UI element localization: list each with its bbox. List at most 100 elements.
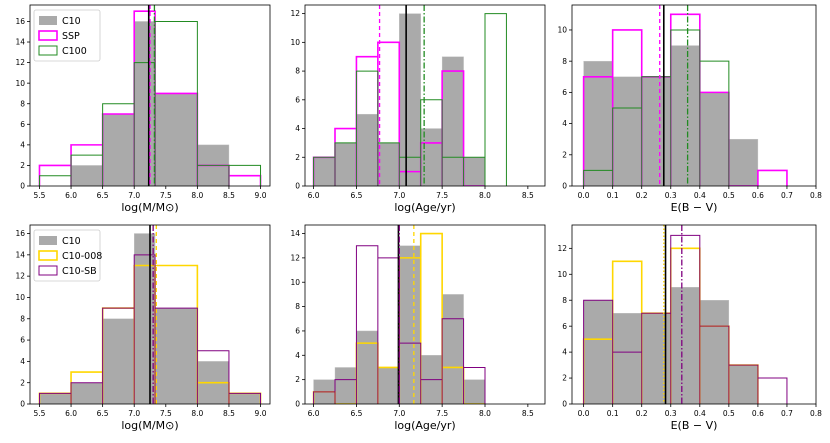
x-tick-label: 7.5 (160, 191, 172, 200)
x-tick-label: 6.0 (308, 409, 320, 418)
axes-frame (571, 4, 817, 187)
x-tick-label: 7.0 (128, 191, 140, 200)
y-tick-label: 0 (20, 182, 25, 191)
y-tick-label: 12 (290, 253, 300, 262)
x-axis-label: log(Age/yr) (394, 201, 455, 214)
x-tick-label: 0.8 (810, 409, 822, 418)
x-tick-label: 8.5 (223, 191, 235, 200)
step-c10-sb (38, 254, 262, 404)
y-tick-label: 10 (290, 278, 300, 287)
bar-c10-0 (313, 157, 336, 186)
x-tick-label: 0.5 (723, 409, 735, 418)
bar-c10-3 (134, 233, 156, 404)
x-tick-label: 6.5 (350, 409, 362, 418)
panel-5: 6.0 6.5 7.0 7.5 8.0 8.5 0 2 4 6 8 10 12 14 log(Age/yr) (290, 224, 546, 432)
bar-c10-1 (612, 76, 642, 186)
x-tick-label: 0.7 (781, 191, 793, 200)
x-tick-label: 5.5 (34, 191, 46, 200)
x-tick-label: 6.0 (65, 191, 77, 200)
y-tick-label: 10 (15, 293, 25, 302)
y-tick-label: 6 (562, 88, 567, 97)
y-tick-label: 8 (20, 314, 25, 323)
x-tick-label: 0.1 (607, 191, 619, 200)
bar-c10-0 (583, 300, 613, 404)
plot-area (312, 225, 486, 404)
bar-c10-6 (441, 294, 464, 404)
bar-c10-4 (699, 92, 730, 186)
x-tick-label: 7.5 (160, 409, 172, 418)
y-tick-label: 4 (295, 124, 300, 133)
legend: C10 SSP C100 (33, 9, 101, 62)
x-tick-label: 9.0 (255, 409, 267, 418)
bar-c10-3 (377, 142, 400, 186)
bar-c10-2 (102, 113, 135, 186)
legend-swatch-2 (38, 30, 58, 41)
y-tick-label: 12 (290, 9, 300, 18)
y-tick-label: 8 (562, 296, 567, 305)
y-tick-label: 4 (20, 140, 25, 149)
x-tick-label: 0.0 (578, 191, 590, 200)
bar-c10-3 (670, 287, 701, 404)
y-tick-label: 10 (290, 38, 300, 47)
x-tick-label: 7.0 (393, 409, 405, 418)
step-c100 (313, 13, 507, 186)
x-tick-label: 0.7 (781, 409, 793, 418)
y-tick-label: 2 (295, 375, 300, 384)
y-tick-label: 0 (562, 400, 567, 409)
x-axis-label: log(M/M⊙) (121, 419, 178, 432)
x-tick-label: 0.2 (636, 409, 648, 418)
plot-area (38, 5, 262, 186)
step-c10-sb (313, 245, 486, 404)
y-tick-label: 4 (562, 119, 567, 128)
bar-c10-7 (463, 379, 486, 404)
x-tick-label: 0.1 (607, 409, 619, 418)
y-tick-label: 10 (557, 26, 567, 35)
bar-c10-4 (399, 245, 421, 404)
x-tick-label: 0.8 (810, 191, 822, 200)
x-tick-label: 8.0 (479, 191, 491, 200)
y-tick-label: 8 (295, 302, 300, 311)
x-tick-label: 0.4 (694, 409, 706, 418)
y-tick-label: 2 (562, 150, 567, 159)
x-tick-label: 7.5 (436, 191, 448, 200)
y-tick-label: 16 (15, 229, 25, 238)
y-tick-label: 2 (20, 161, 25, 170)
x-tick-label: 9.0 (255, 191, 267, 200)
x-tick-label: 0.3 (665, 191, 677, 200)
x-tick-label: 6.5 (97, 409, 109, 418)
plot-area (312, 5, 507, 186)
x-axis-label: E(B − V) (671, 419, 718, 432)
y-tick-label: 8 (20, 99, 25, 108)
panel-4: 5.5 6.0 6.5 7.0 7.5 8.0 8.5 9.0 0 2 4 6 8 10 12 14 16 log… (15, 224, 271, 432)
bar-c10-4 (699, 300, 730, 404)
x-tick-label: 8.5 (522, 409, 534, 418)
bar-c10-5 (728, 364, 759, 404)
y-tick-label: 12 (15, 58, 25, 67)
bar-c10-7 (463, 157, 486, 186)
panel-2: 6.0 6.5 7.0 7.5 8.0 8.5 0 2 4 6 8 10 12 log(Age/yr) (290, 4, 546, 214)
legend-label-1: C10 (62, 16, 81, 27)
y-tick-label: 4 (20, 357, 25, 366)
bar-c10-2 (641, 76, 671, 186)
x-tick-label: 0.4 (694, 191, 706, 200)
panel-1: 5.5 6.0 6.5 7.0 7.5 8.0 8.5 9.0 0 2 4 6 8 10 12 14 16 log… (15, 4, 271, 214)
bar-c10-2 (356, 113, 379, 186)
axes-frame (571, 224, 817, 405)
x-tick-label: 0.5 (723, 191, 735, 200)
x-tick-label: 7.0 (128, 409, 140, 418)
y-tick-label: 6 (20, 120, 25, 129)
x-tick-label: 8.0 (191, 409, 203, 418)
legend-swatch-3 (38, 265, 58, 276)
legend-label-2: C10-008 (62, 251, 102, 262)
legend-label-2: SSP (62, 31, 80, 42)
bar-c10-6 (441, 56, 464, 186)
bar-c10-2 (356, 330, 379, 404)
bar-c10-0 (583, 60, 613, 186)
bar-c10-4 (399, 13, 421, 186)
y-tick-label: 0 (562, 182, 567, 191)
y-tick-label: 12 (15, 272, 25, 281)
y-tick-label: 14 (15, 250, 25, 259)
x-tick-label: 0.6 (752, 191, 764, 200)
bar-c10-1 (612, 313, 642, 404)
